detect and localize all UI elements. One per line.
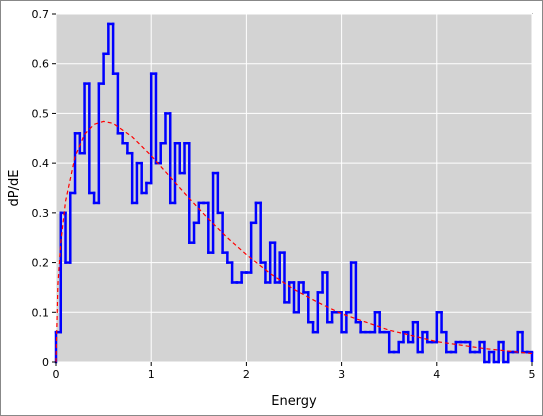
y-tick-label: 0.6: [32, 58, 50, 71]
x-tick-label: 3: [338, 368, 345, 381]
plot-layer: [54, 13, 534, 364]
x-tick-label: 0: [53, 368, 60, 381]
y-axis-label: dP/dE: [7, 170, 22, 207]
x-tick-label: 2: [243, 368, 250, 381]
x-tick-label: 4: [433, 368, 440, 381]
y-tick-label: 0.2: [32, 257, 50, 270]
y-tick-label: 0: [42, 356, 49, 369]
x-tick-label: 5: [529, 368, 536, 381]
y-tick-label: 0.7: [32, 8, 50, 21]
y-tick-label: 0.5: [32, 107, 50, 120]
x-tick-label: 1: [148, 368, 155, 381]
y-tick-label: 0.3: [32, 207, 50, 220]
y-tick-label: 0.4: [32, 157, 50, 170]
y-tick-label: 0.1: [32, 306, 50, 319]
curve: [55, 120, 533, 363]
x-axis-label: Energy: [271, 394, 317, 409]
